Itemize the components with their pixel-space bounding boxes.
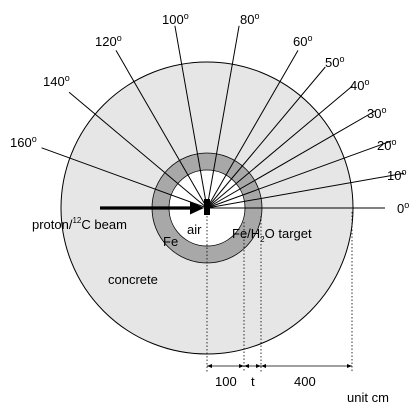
angle-ray-10: [206, 172, 405, 209]
dim-arrowhead: [239, 364, 244, 368]
angle-label-160: 160o: [10, 134, 37, 150]
concrete-label: concrete: [108, 272, 158, 287]
angle-label-20: 20o: [377, 137, 396, 153]
target: [204, 199, 210, 215]
angle-ray-30: [206, 110, 376, 209]
angle-label-30: 30o: [367, 105, 386, 121]
angle-label-0: 0o: [397, 200, 409, 216]
angle-ray-40: [206, 85, 353, 209]
angle-label-100: 100o: [162, 11, 189, 27]
angle-label-140: 140o: [43, 73, 70, 89]
angle-label-120: 120o: [95, 33, 122, 49]
angle-ray-140: [68, 91, 208, 209]
iron-label: Fe: [163, 234, 178, 249]
angle-ray-20: [206, 140, 392, 209]
dim-label-inner: 100: [215, 374, 237, 389]
angle-ray-60: [206, 50, 299, 209]
angle-ray-100: [174, 25, 208, 209]
dim-arrowhead: [261, 364, 266, 368]
target-label: Fe/H2O target: [232, 226, 312, 244]
detector-angle-rays: [41, 25, 405, 209]
angle-ray-120: [115, 50, 208, 209]
dim-arrowhead: [347, 364, 352, 368]
unit-label: unit cm: [347, 390, 389, 405]
dim-arrowhead: [256, 364, 261, 368]
angle-ray-160: [41, 147, 208, 209]
dim-arrowhead: [244, 364, 249, 368]
angle-ray-50: [206, 66, 326, 209]
angle-label-10: 10o: [387, 167, 406, 183]
angle-label-40: 40o: [350, 77, 369, 93]
dim-label-outer: 400: [294, 374, 316, 389]
beam-label: proton/12C beam: [32, 216, 127, 232]
angle-label-60: 60o: [293, 33, 312, 49]
angle-ray-80: [206, 25, 240, 209]
angle-labels: 0o 10o 20o 30o 40o 50o 60o 80o 100o 120o 140o 160o: [10, 11, 409, 216]
angle-label-50: 50o: [325, 54, 344, 70]
angle-label-80: 80o: [240, 11, 259, 27]
dim-label-shell: t: [251, 374, 255, 389]
dim-arrowhead: [207, 364, 212, 368]
beam-arrowhead: [190, 201, 204, 215]
air-label: air: [187, 222, 202, 237]
